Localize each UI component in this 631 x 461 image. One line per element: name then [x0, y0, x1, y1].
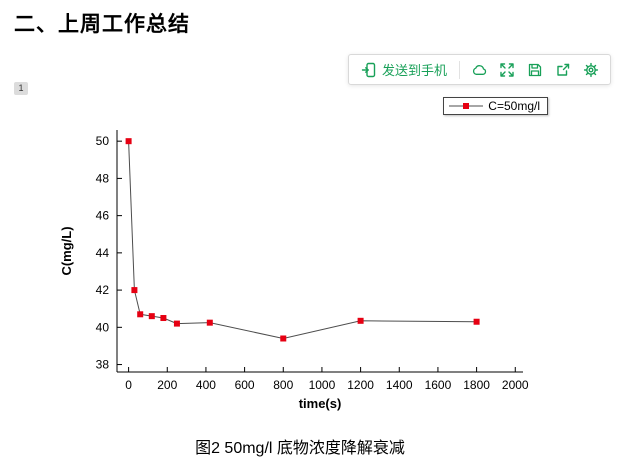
fullscreen-button[interactable] — [494, 57, 520, 83]
svg-text:1200: 1200 — [347, 378, 374, 392]
chart-legend: C=50mg/l — [443, 97, 548, 115]
svg-text:400: 400 — [196, 378, 216, 392]
svg-text:200: 200 — [157, 378, 177, 392]
svg-text:48: 48 — [96, 171, 110, 185]
svg-text:600: 600 — [235, 378, 255, 392]
svg-text:2000: 2000 — [502, 378, 529, 392]
svg-text:1000: 1000 — [309, 378, 336, 392]
svg-text:800: 800 — [273, 378, 293, 392]
cloud-button[interactable] — [466, 57, 492, 83]
cloud-icon — [472, 64, 486, 75]
export-button[interactable] — [550, 57, 576, 83]
svg-text:1400: 1400 — [386, 378, 413, 392]
svg-text:42: 42 — [96, 283, 110, 297]
svg-text:0: 0 — [125, 378, 132, 392]
settings-button[interactable] — [578, 57, 604, 83]
svg-text:C(mg/L): C(mg/L) — [59, 226, 74, 275]
svg-text:40: 40 — [96, 320, 110, 334]
chart-figure[interactable]: C=50mg/l 0 200 400 600 800 1000 1200 1400 1600 18… — [55, 92, 555, 422]
svg-text:50: 50 — [96, 134, 110, 148]
toolbar-divider — [459, 60, 460, 79]
svg-text:1800: 1800 — [463, 378, 490, 392]
page-title: 二、上周工作总结 — [14, 13, 190, 36]
export-icon — [557, 63, 570, 76]
svg-text:time(s): time(s) — [299, 396, 342, 411]
save-button[interactable] — [522, 57, 548, 83]
fullscreen-icon — [500, 62, 514, 77]
send-to-phone-button[interactable]: 发送到手机 — [355, 60, 453, 79]
image-toolbar: 发送到手机 — [347, 54, 611, 85]
svg-text:46: 46 — [96, 209, 110, 223]
send-to-phone-label: 发送到手机 — [381, 63, 447, 78]
legend-label: C=50mg/l — [488, 99, 540, 113]
send-to-phone-icon — [361, 62, 376, 77]
svg-text:1600: 1600 — [425, 378, 452, 392]
settings-gear-icon — [583, 62, 599, 77]
save-icon — [528, 63, 542, 76]
legend-marker — [449, 103, 484, 109]
figure-caption: 图2 50mg/l 底物浓度降解衰减 — [195, 440, 405, 457]
svg-text:44: 44 — [96, 246, 110, 260]
svg-text:38: 38 — [96, 358, 110, 372]
line-chart: 0 200 400 600 800 1000 1200 1400 1600 1800 2000 38 4… — [59, 130, 529, 411]
page-number-badge: 1 — [14, 82, 28, 95]
